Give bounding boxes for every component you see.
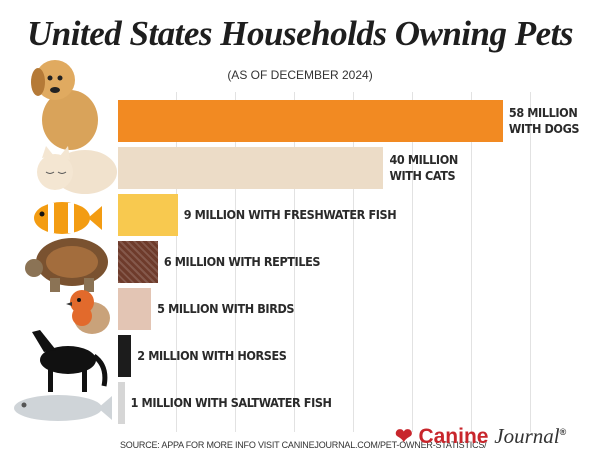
chart-subtitle: (AS OF DECEMBER 2024) <box>227 68 373 82</box>
plot-area: 58 MILLION WITH DOGS 40 MILLION WITH CATS… <box>118 92 580 432</box>
bar <box>118 335 132 377</box>
animal-icons <box>14 60 117 421</box>
data-label: 58 MILLION WITH DOGS <box>508 105 580 136</box>
data-label: 2 MILLION WITH HORSES <box>137 348 287 363</box>
bar <box>118 194 178 236</box>
source-note: SOURCE: APPA FOR MORE INFO VISIT CANINEJ… <box>120 440 487 450</box>
chart-title: United States Households Owning Pets <box>27 14 573 53</box>
logo: ❤ Canine Journal® <box>395 424 567 448</box>
bar <box>118 288 152 330</box>
data-label: 9 MILLION WITH FRESHWATER FISH <box>183 207 397 222</box>
data-label: 40 MILLION WITH CATS <box>389 152 458 183</box>
bird-icon <box>66 290 110 334</box>
bar <box>118 100 503 142</box>
data-label: 5 MILLION WITH BIRDS <box>157 301 295 316</box>
cat-icon <box>37 146 117 194</box>
bar <box>118 382 125 424</box>
saltwater-fish-icon <box>14 395 112 421</box>
bar <box>118 241 158 283</box>
horse-icon <box>32 330 108 392</box>
fish-icon <box>34 202 102 234</box>
logo-name2: Journal <box>494 424 560 448</box>
data-label: 6 MILLION WITH REPTILES <box>163 254 321 269</box>
data-label: 1 MILLION WITH SALTWATER FISH <box>130 395 332 410</box>
logo-name: Canine <box>418 425 489 448</box>
dog-icon <box>31 60 98 150</box>
logo-mark: ® <box>559 427 567 437</box>
bar <box>118 147 384 189</box>
turtle-icon <box>25 238 108 292</box>
